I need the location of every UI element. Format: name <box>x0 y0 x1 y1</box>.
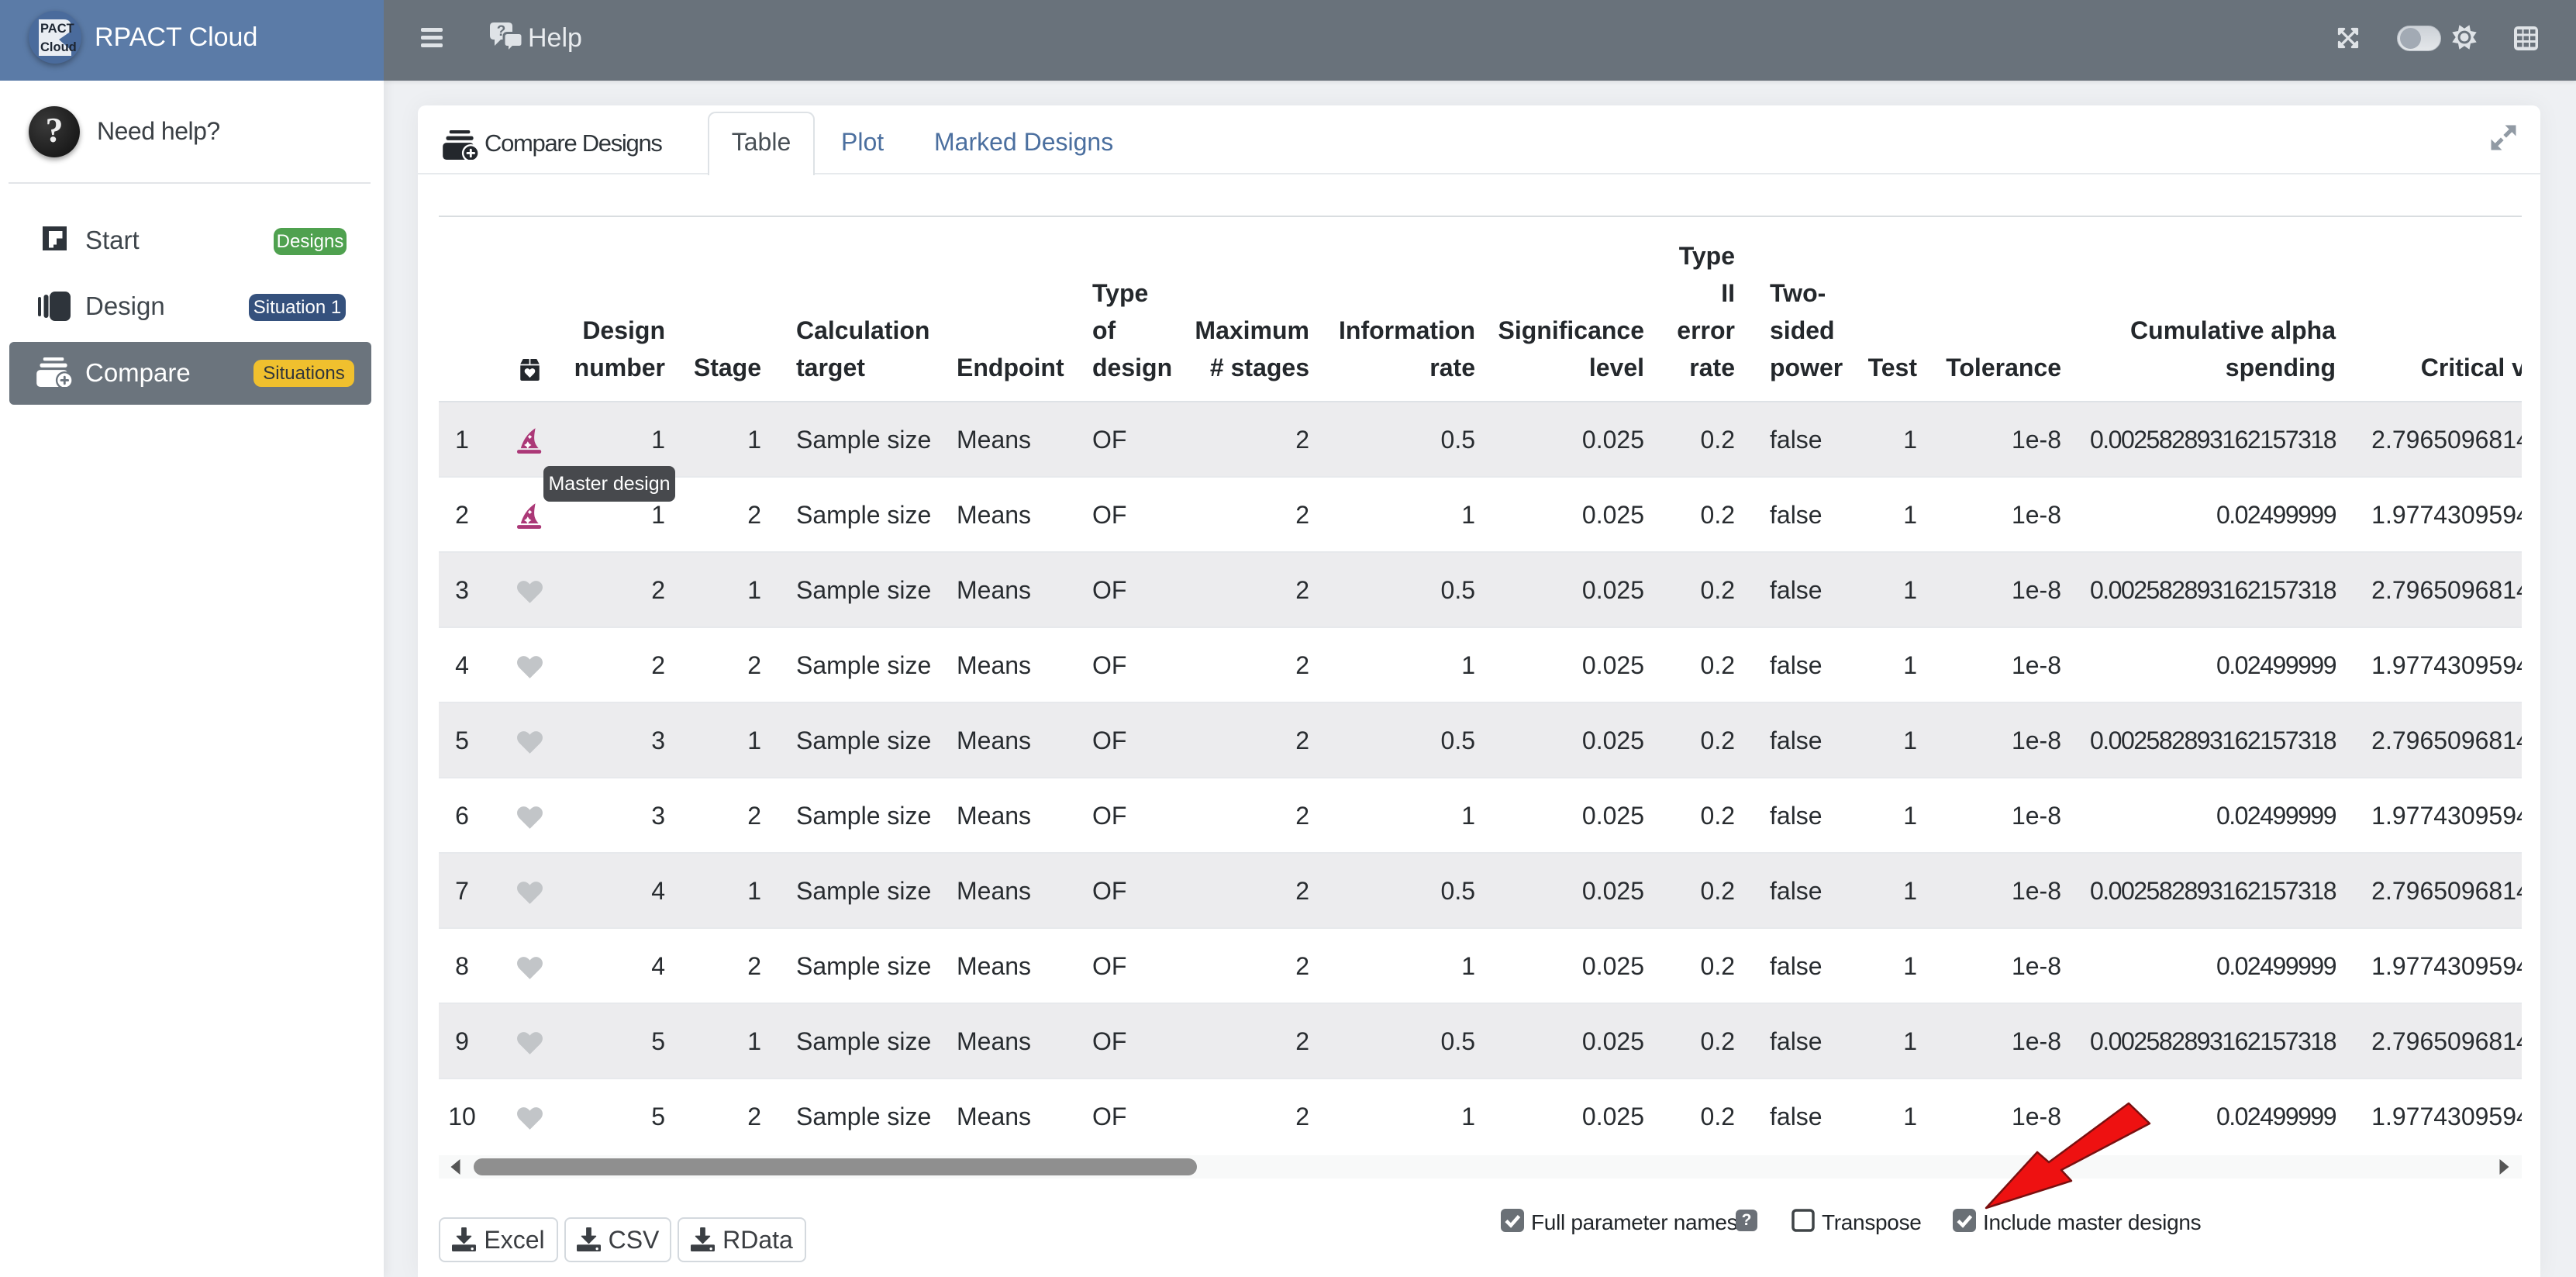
svg-text:Cloud: Cloud <box>40 40 77 54</box>
svg-text:?: ? <box>497 23 506 40</box>
svg-text:PACT: PACT <box>40 22 74 36</box>
